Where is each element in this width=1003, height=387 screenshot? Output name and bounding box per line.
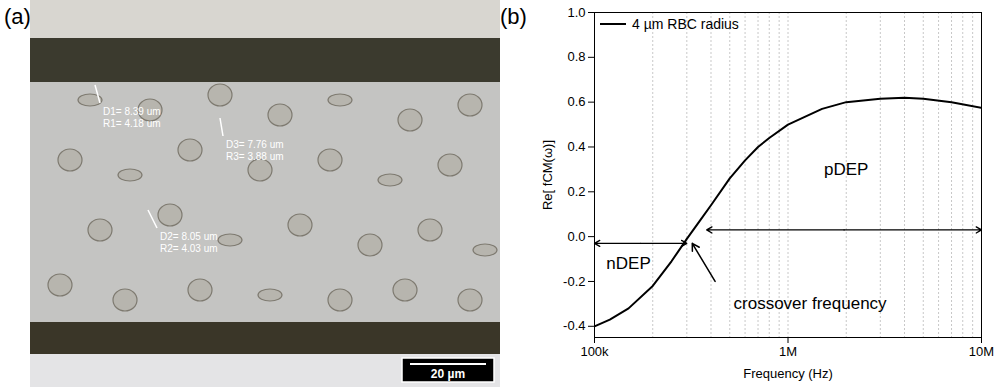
svg-text:0.6: 0.6 bbox=[567, 94, 585, 109]
svg-text:0.2: 0.2 bbox=[567, 184, 585, 199]
svg-text:D3= 7.76 um: D3= 7.76 um bbox=[226, 139, 284, 150]
svg-text:Re[ fCM(ω)]: Re[ fCM(ω)] bbox=[540, 140, 555, 210]
svg-text:R2= 4.03 um: R2= 4.03 um bbox=[160, 243, 218, 254]
svg-text:10M: 10M bbox=[969, 344, 994, 359]
svg-text:0.8: 0.8 bbox=[567, 49, 585, 64]
svg-text:1M: 1M bbox=[779, 344, 797, 359]
svg-text:0.4: 0.4 bbox=[567, 139, 585, 154]
svg-text:1.0: 1.0 bbox=[567, 5, 585, 20]
svg-text:-0.2: -0.2 bbox=[563, 274, 585, 289]
svg-text:-0.4: -0.4 bbox=[563, 318, 585, 333]
svg-text:R3= 3.88 um: R3= 3.88 um bbox=[226, 151, 284, 162]
svg-text:100k: 100k bbox=[580, 344, 609, 359]
svg-text:crossover frequency: crossover frequency bbox=[734, 294, 888, 313]
svg-text:nDEP: nDEP bbox=[606, 254, 650, 273]
svg-text:D1= 8.39 um: D1= 8.39 um bbox=[103, 106, 161, 117]
html-text:(a): (a) bbox=[4, 4, 31, 29]
svg-text:pDEP: pDEP bbox=[824, 160, 868, 179]
svg-text:20 µm: 20 µm bbox=[431, 367, 465, 381]
html-text:4 µm RBC radius: 4 µm RBC radius bbox=[632, 16, 739, 32]
svg-text:0.0: 0.0 bbox=[567, 229, 585, 244]
svg-text:Frequency (Hz): Frequency (Hz) bbox=[743, 366, 833, 381]
svg-text:D2= 8.05 um: D2= 8.05 um bbox=[160, 231, 218, 242]
svg-text:R1= 4.18 um: R1= 4.18 um bbox=[103, 118, 161, 129]
html-text:(b): (b) bbox=[500, 4, 527, 29]
